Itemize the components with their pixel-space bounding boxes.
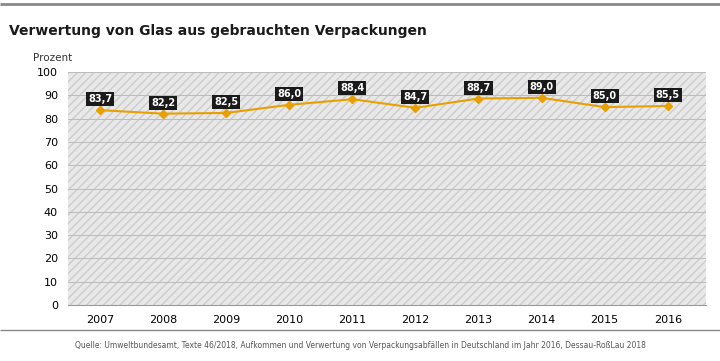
Text: 86,0: 86,0 (277, 89, 301, 99)
Text: 85,5: 85,5 (656, 90, 680, 100)
Text: Prozent: Prozent (33, 53, 73, 63)
Text: 82,5: 82,5 (214, 97, 238, 107)
Text: 88,4: 88,4 (340, 83, 364, 93)
Text: 89,0: 89,0 (529, 82, 554, 92)
Text: 88,7: 88,7 (467, 83, 490, 93)
Text: 84,7: 84,7 (403, 92, 428, 102)
Text: 82,2: 82,2 (151, 98, 175, 108)
Text: Quelle: Umweltbundesamt, Texte 46/2018, Aufkommen und Verwertung von Verpackungs: Quelle: Umweltbundesamt, Texte 46/2018, … (75, 342, 645, 350)
Text: Verwertung von Glas aus gebrauchten Verpackungen: Verwertung von Glas aus gebrauchten Verp… (9, 24, 427, 38)
Text: 83,7: 83,7 (88, 94, 112, 104)
Text: 85,0: 85,0 (593, 91, 617, 101)
